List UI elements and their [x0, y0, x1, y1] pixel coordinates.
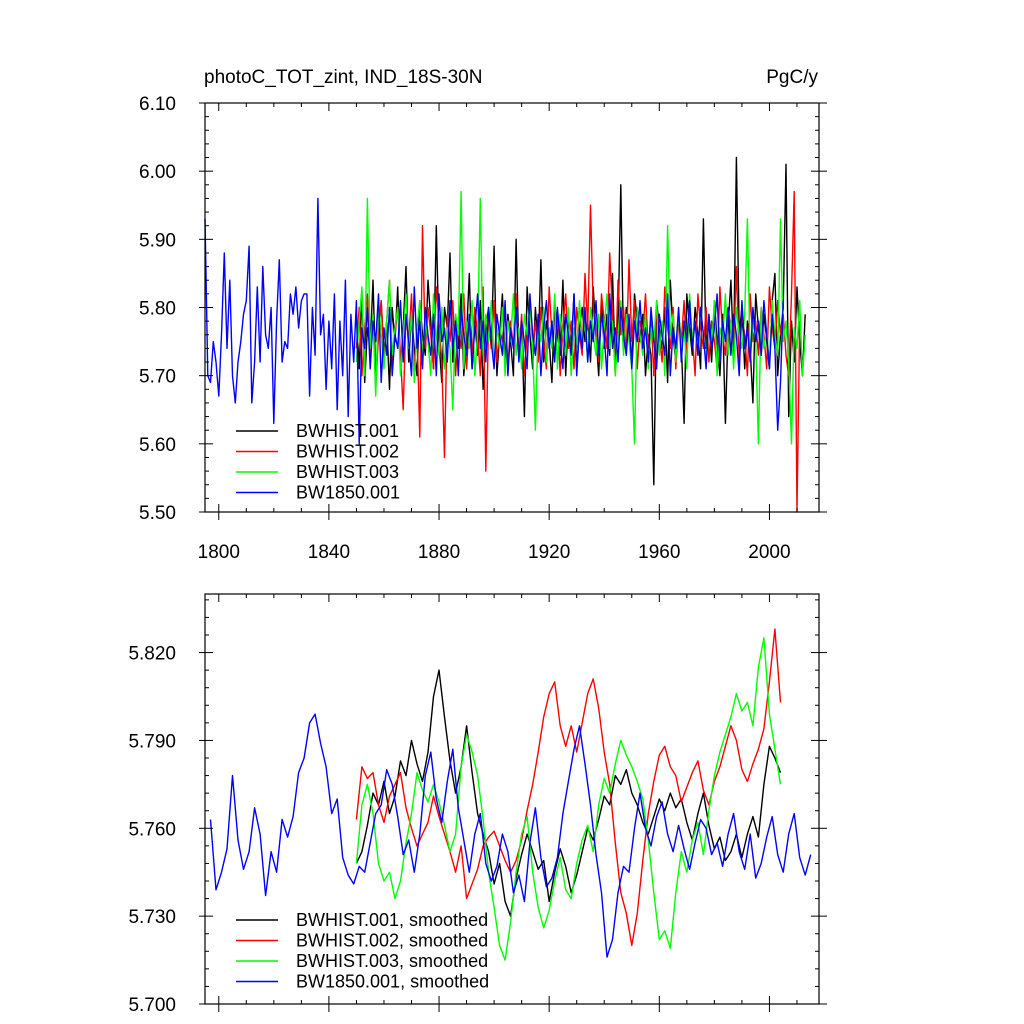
top-series-group	[204, 156, 806, 513]
x-tick-label: 1800	[198, 542, 240, 563]
legend-label-1-0: BWHIST.001, smoothed	[296, 910, 488, 930]
legend-label-1-2: BWHIST.003, smoothed	[296, 951, 488, 971]
y-tick-label: 5.50	[139, 503, 176, 524]
y-tick-label: 5.70	[139, 367, 176, 388]
x-tick-label: 1880	[418, 542, 460, 563]
legend-label-1-1: BWHIST.002, smoothed	[296, 931, 488, 951]
y-tick-label: 5.700	[128, 995, 176, 1016]
bottom-panel: 5.700 5.730 5.760 5.790 5.820 BWHIST.001, sm…	[128, 593, 827, 1016]
y-tick-label: 5.790	[128, 731, 176, 752]
x-tick-label: 1920	[528, 542, 570, 563]
legend-label-0-1: BWHIST.002	[296, 442, 399, 462]
y-tick-label: 6.10	[139, 94, 176, 115]
series-line-1-1	[355, 628, 782, 947]
legend-label-0-0: BWHIST.001	[296, 421, 399, 441]
top-axis-ticks: 1800 1840 1880 1920 1960 2000 5.50 5.60 5.70 5.80…	[139, 94, 827, 563]
y-tick-label: 5.820	[128, 644, 176, 665]
series-line-1-0	[355, 669, 782, 917]
bottom-axis-ticks: 5.700 5.730 5.760 5.790 5.820	[128, 594, 827, 1016]
top-chart-units: PgC/y	[766, 67, 818, 88]
bottom-plot-frame	[204, 593, 820, 1005]
y-tick-label: 6.00	[139, 162, 176, 183]
bottom-series-group	[209, 628, 812, 961]
y-tick-label: 5.730	[128, 907, 176, 928]
top-panel: photoC_TOT_zint, IND_18S-30N PgC/y 1800 1…	[139, 67, 827, 563]
top-chart-title: photoC_TOT_zint, IND_18S-30N	[204, 67, 482, 88]
y-tick-label: 5.90	[139, 230, 176, 251]
legend-label-0-3: BW1850.001	[296, 483, 400, 503]
x-tick-label: 1960	[638, 542, 680, 563]
legend-label-1-3: BW1850.001, smoothed	[296, 972, 489, 992]
y-tick-label: 5.760	[128, 819, 176, 840]
x-tick-label: 1840	[308, 542, 350, 563]
series-line-1-2	[355, 637, 782, 961]
y-tick-label: 5.80	[139, 299, 176, 320]
series-line-0-3	[204, 197, 784, 445]
series-line-1-3	[209, 713, 812, 958]
y-tick-label: 5.60	[139, 435, 176, 456]
x-tick-label: 2000	[748, 542, 790, 563]
series-line-0-2	[355, 190, 806, 445]
legend-label-0-2: BWHIST.003	[296, 462, 399, 482]
